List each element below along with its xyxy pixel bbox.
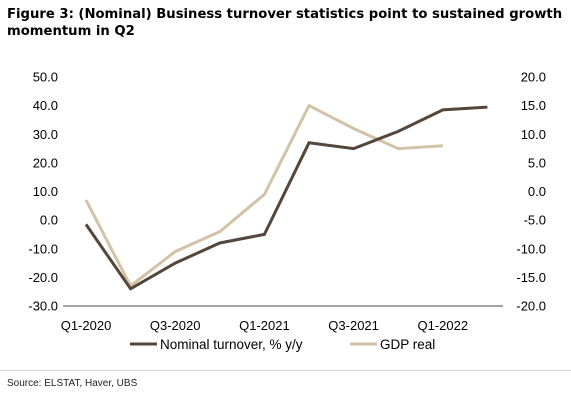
left-y-tick-label: 40.0 (33, 98, 58, 113)
x-tick-label: Q1-2022 (418, 318, 469, 333)
x-tick-label: Q3-2021 (328, 318, 379, 333)
left-y-tick-label: 0.0 (40, 213, 58, 228)
x-axis: Q1-2020 Q3-2020 Q1-2021 Q3-2021 Q1-2022 (61, 318, 468, 333)
right-y-tick-label: 20.0 (521, 70, 546, 85)
legend-label-nominal-turnover: Nominal turnover, % y/y (160, 337, 303, 352)
left-y-tick-label: -10.0 (28, 241, 58, 256)
left-y-axis: 50.0 40.0 30.0 20.0 10.0 0.0 -10.0 -20.0 -30.0 (28, 70, 58, 314)
right-y-axis: 20.0 15.0 10.0 5.0 0.0 -5.0 -10.0 -15.0 -20.0 (516, 70, 546, 314)
x-tick-label: Q3-2020 (150, 318, 201, 333)
legend: Nominal turnover, % y/y GDP real (130, 337, 435, 352)
right-y-tick-label: -20.0 (516, 299, 546, 314)
right-y-tick-label: -5.0 (524, 213, 546, 228)
series-layer (84, 103, 488, 291)
left-y-tick-label: 10.0 (33, 184, 58, 199)
line-chart: 50.0 40.0 30.0 20.0 10.0 0.0 -10.0 -20.0 -30.0 2… (28, 70, 546, 353)
right-y-tick-label: 5.0 (528, 155, 546, 170)
left-y-tick-label: -20.0 (28, 270, 58, 285)
right-y-tick-label: 15.0 (521, 98, 546, 113)
left-y-tick-label: 30.0 (33, 127, 58, 142)
series-line-nominal-turnover (84, 105, 488, 291)
source-note: Source: ELSTAT, Haver, UBS (7, 378, 138, 389)
right-y-tick-label: -10.0 (516, 241, 546, 256)
left-y-tick-label: 20.0 (33, 155, 58, 170)
right-y-tick-label: 10.0 (521, 127, 546, 142)
figure-title: Figure 3: (Nominal) Business turnover st… (7, 7, 563, 39)
x-tick-label: Q1-2020 (61, 318, 112, 333)
series-line-gdp-real (84, 103, 443, 289)
right-y-tick-label: -15.0 (516, 270, 546, 285)
left-y-tick-label: 50.0 (33, 70, 58, 85)
legend-label-gdp-real: GDP real (380, 337, 435, 352)
left-y-tick-label: -30.0 (28, 299, 58, 314)
right-y-tick-label: 0.0 (528, 184, 546, 199)
footer-divider (0, 370, 571, 371)
x-tick-label: Q1-2021 (239, 318, 290, 333)
